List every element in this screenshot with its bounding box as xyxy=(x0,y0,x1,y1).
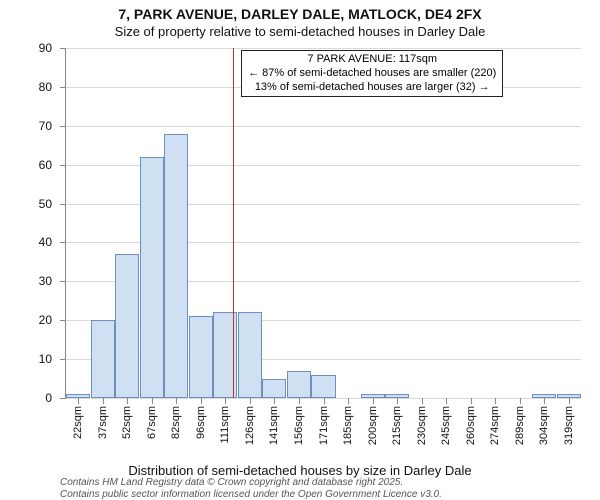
y-tick-mark xyxy=(60,281,66,282)
plot-area: 010203040506070809022sqm37sqm52sqm67sqm8… xyxy=(65,48,581,399)
x-tick-label: 156sqm xyxy=(293,406,305,445)
y-tick-label: 70 xyxy=(39,119,52,133)
footnote-2: Contains public sector information licen… xyxy=(60,489,442,500)
x-tick-label: 111sqm xyxy=(219,406,231,444)
annotation-line: 7 PARK AVENUE: 117sqm xyxy=(248,53,496,67)
footnote-1: Contains HM Land Registry data © Crown c… xyxy=(60,477,403,488)
x-tick-mark xyxy=(544,398,545,404)
x-tick-label: 289sqm xyxy=(514,406,526,445)
x-tick-label: 126sqm xyxy=(244,406,256,445)
histogram-bar xyxy=(140,157,164,398)
x-tick-label: 96sqm xyxy=(195,406,207,439)
chart-subtitle: Size of property relative to semi-detach… xyxy=(0,24,600,39)
x-tick-label: 260sqm xyxy=(465,406,477,445)
y-tick-mark xyxy=(60,320,66,321)
x-tick-mark xyxy=(250,398,251,404)
x-tick-label: 67sqm xyxy=(146,406,158,439)
y-tick-mark xyxy=(60,398,66,399)
x-tick-label: 274sqm xyxy=(489,406,501,445)
x-tick-label: 52sqm xyxy=(121,406,133,439)
x-tick-mark xyxy=(373,398,374,404)
x-tick-mark xyxy=(201,398,202,404)
x-tick-mark xyxy=(520,398,521,404)
marker-line xyxy=(233,48,234,398)
x-tick-mark xyxy=(324,398,325,404)
x-axis-label: Distribution of semi-detached houses by … xyxy=(0,463,600,478)
y-tick-label: 0 xyxy=(45,391,52,405)
y-tick-label: 40 xyxy=(39,235,52,249)
y-tick-label: 90 xyxy=(39,41,52,55)
x-tick-label: 82sqm xyxy=(170,406,182,439)
histogram-bar xyxy=(189,316,213,398)
histogram-bar xyxy=(164,134,188,398)
x-tick-label: 215sqm xyxy=(391,406,403,445)
y-tick-mark xyxy=(60,126,66,127)
annotation-box: 7 PARK AVENUE: 117sqm← 87% of semi-detac… xyxy=(241,50,503,97)
y-tick-mark xyxy=(60,48,66,49)
y-tick-mark xyxy=(60,359,66,360)
histogram-bar xyxy=(287,371,311,398)
x-tick-label: 319sqm xyxy=(563,406,575,445)
x-tick-mark xyxy=(103,398,104,404)
chart-title: 7, PARK AVENUE, DARLEY DALE, MATLOCK, DE… xyxy=(0,6,600,22)
gridline xyxy=(66,48,581,49)
x-tick-mark xyxy=(152,398,153,404)
x-tick-mark xyxy=(397,398,398,404)
x-tick-mark xyxy=(176,398,177,404)
y-tick-label: 30 xyxy=(39,274,52,288)
x-tick-mark xyxy=(299,398,300,404)
histogram-bar xyxy=(115,254,139,398)
y-tick-label: 10 xyxy=(39,352,52,366)
y-tick-mark xyxy=(60,204,66,205)
x-tick-label: 230sqm xyxy=(416,406,428,445)
histogram-bar xyxy=(91,320,115,398)
x-tick-label: 22sqm xyxy=(72,406,84,439)
chart-container: 7, PARK AVENUE, DARLEY DALE, MATLOCK, DE… xyxy=(0,0,600,500)
y-tick-mark xyxy=(60,242,66,243)
y-tick-label: 50 xyxy=(39,197,52,211)
y-tick-label: 60 xyxy=(39,158,52,172)
annotation-line: 13% of semi-detached houses are larger (… xyxy=(248,81,496,95)
y-tick-label: 80 xyxy=(39,80,52,94)
gridline xyxy=(66,126,581,127)
x-tick-label: 185sqm xyxy=(342,406,354,445)
x-tick-label: 141sqm xyxy=(268,406,280,445)
histogram-bar xyxy=(238,312,262,398)
y-tick-label: 20 xyxy=(39,313,52,327)
x-tick-mark xyxy=(446,398,447,404)
x-tick-label: 245sqm xyxy=(440,406,452,445)
annotation-line: ← 87% of semi-detached houses are smalle… xyxy=(248,67,496,81)
x-tick-mark xyxy=(78,398,79,404)
x-tick-mark xyxy=(348,398,349,404)
x-tick-mark xyxy=(422,398,423,404)
x-tick-label: 304sqm xyxy=(538,406,550,445)
x-tick-mark xyxy=(569,398,570,404)
y-tick-mark xyxy=(60,165,66,166)
histogram-bar xyxy=(262,379,286,398)
y-tick-mark xyxy=(60,87,66,88)
x-tick-mark xyxy=(471,398,472,404)
x-tick-mark xyxy=(274,398,275,404)
x-tick-label: 37sqm xyxy=(97,406,109,439)
x-tick-label: 200sqm xyxy=(367,406,379,445)
x-tick-mark xyxy=(495,398,496,404)
histogram-bar xyxy=(213,312,237,398)
x-tick-mark xyxy=(225,398,226,404)
histogram-bar xyxy=(311,375,335,398)
x-tick-label: 171sqm xyxy=(318,406,330,445)
x-tick-mark xyxy=(127,398,128,404)
